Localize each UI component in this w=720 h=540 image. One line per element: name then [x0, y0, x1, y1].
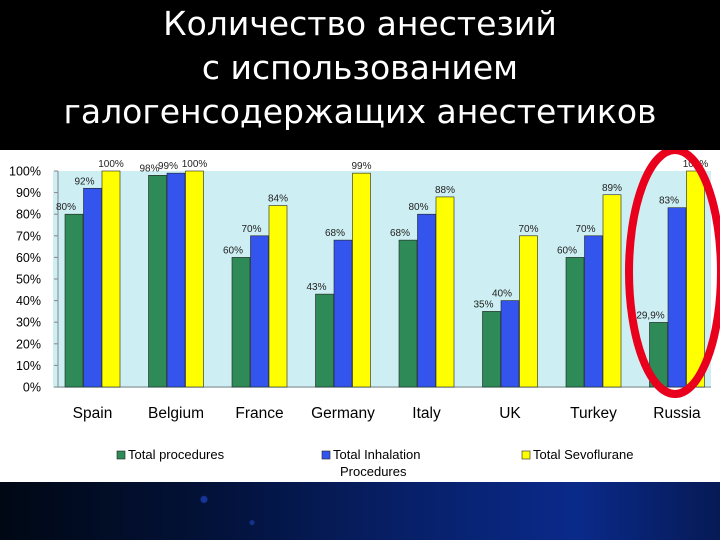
data-label: 99% — [351, 161, 371, 172]
bar-turkey-series-3 — [602, 194, 622, 388]
data-label: 68% — [390, 228, 410, 239]
data-label: 40% — [492, 289, 512, 300]
y-tick-label: 0% — [23, 381, 41, 395]
bar-belgium-series-1 — [148, 175, 167, 388]
data-label: 98% — [139, 163, 159, 174]
data-label: 83% — [659, 196, 679, 207]
legend-label: Total Sevoflurane — [533, 447, 633, 462]
bar-labels: 80%92%100% 98%99% 100%60%70%84%43%68%99%68… — [56, 159, 708, 321]
data-label: 70% — [575, 224, 595, 235]
bars — [64, 170, 705, 388]
bar-italy-series-1 — [398, 239, 418, 388]
bar-spain-series-2 — [83, 187, 102, 388]
y-tick-label: 30% — [16, 316, 41, 330]
bar-russia-series-2 — [667, 207, 687, 388]
data-label: 84% — [268, 194, 288, 205]
data-label: 43% — [306, 282, 326, 293]
bar-uk-series-1 — [482, 311, 501, 388]
data-label: 35% — [473, 299, 493, 310]
x-tick-labels: Spain Belgium France Germany Italy UK Turkey Ru… — [73, 405, 701, 422]
legend-label: Procedures — [340, 464, 407, 479]
x-tick-label: UK — [499, 405, 521, 422]
legend-swatch-2 — [321, 450, 331, 460]
legend-swatch-1 — [116, 450, 126, 460]
data-label: 70% — [241, 224, 261, 235]
data-label: 60% — [557, 245, 577, 256]
legend: Total procedures Total Inhalation Procedur… — [116, 447, 633, 479]
bar-france-series-1 — [231, 257, 251, 388]
data-label: 99% — [158, 161, 178, 172]
bar-russia-series-3 — [686, 170, 705, 388]
bar-italy-series-2 — [417, 213, 436, 388]
bar-belgium-series-3 — [185, 170, 204, 388]
y-tick-label: 50% — [16, 273, 41, 287]
y-tick-label: 40% — [16, 294, 41, 308]
data-label: 29,9% — [636, 310, 664, 321]
bar-spain-series-3 — [101, 170, 121, 388]
data-label: 100% — [98, 159, 124, 170]
x-tick-label: Belgium — [148, 405, 204, 422]
data-label: 70% — [518, 224, 538, 235]
y-tick-label: 10% — [16, 359, 41, 373]
y-tick-label: 100% — [9, 165, 41, 179]
bar-belgium-series-2 — [166, 172, 186, 388]
data-label: 92% — [74, 176, 94, 187]
bar-germany-series-2 — [333, 239, 353, 388]
title-line-2: с использованием — [201, 48, 519, 87]
data-label: 68% — [325, 228, 345, 239]
y-tick-label: 20% — [16, 337, 41, 351]
x-tick-label: Germany — [311, 405, 375, 422]
footer-decoration — [180, 482, 300, 540]
chart-panel: 80% 92% 100% 98% 99% 100% 60% 70% 84% 43% 68% 99% 68… — [0, 146, 720, 482]
title-line-3: галогенсодержащих анестетиков — [63, 92, 657, 131]
title-line-1: Количество анестезий — [163, 4, 557, 43]
y-tick-labels: 0% 10% 20% 30% 40% 50% 60% 70% 80% 90% 100% — [9, 165, 58, 395]
bar-chart: 80%92%100% 98%99% 100%60%70%84%43%68%99%68… — [9, 146, 720, 479]
highlight-ellipse — [625, 146, 720, 398]
slide-title: Количество анестезий с использованием га… — [0, 2, 720, 134]
y-tick-label: 70% — [16, 229, 41, 243]
data-label: 80% — [408, 202, 428, 213]
y-tick-label: 60% — [16, 251, 41, 265]
bar-uk-series-2 — [500, 300, 520, 388]
x-tick-label: Turkey — [570, 405, 617, 422]
bar-turkey-series-2 — [584, 235, 603, 388]
legend-label: Total procedures — [128, 447, 225, 462]
y-tick-label: 80% — [16, 208, 41, 222]
data-label: 89% — [602, 183, 622, 194]
footer-band — [0, 482, 720, 540]
x-tick-label: Italy — [412, 405, 441, 422]
y-tick-label: 90% — [16, 186, 41, 200]
bar-france-series-2 — [250, 235, 269, 388]
bar-italy-series-3 — [435, 196, 455, 388]
legend-swatch-3 — [521, 450, 531, 460]
data-label: 88% — [435, 185, 455, 196]
x-tick-label: Russia — [653, 405, 701, 422]
bar-spain-series-1 — [64, 213, 84, 388]
data-label: 100% — [182, 159, 208, 170]
bar-germany-series-3 — [352, 172, 371, 388]
x-tick-label: Spain — [73, 405, 113, 422]
bar-germany-series-1 — [315, 293, 334, 388]
bar-turkey-series-1 — [565, 257, 585, 388]
legend-label: Total Inhalation — [333, 447, 420, 462]
bar-france-series-3 — [268, 205, 288, 388]
data-label: 60% — [223, 245, 243, 256]
bar-uk-series-3 — [519, 235, 538, 388]
x-tick-label: France — [235, 405, 283, 422]
data-label: 80% — [56, 202, 76, 213]
